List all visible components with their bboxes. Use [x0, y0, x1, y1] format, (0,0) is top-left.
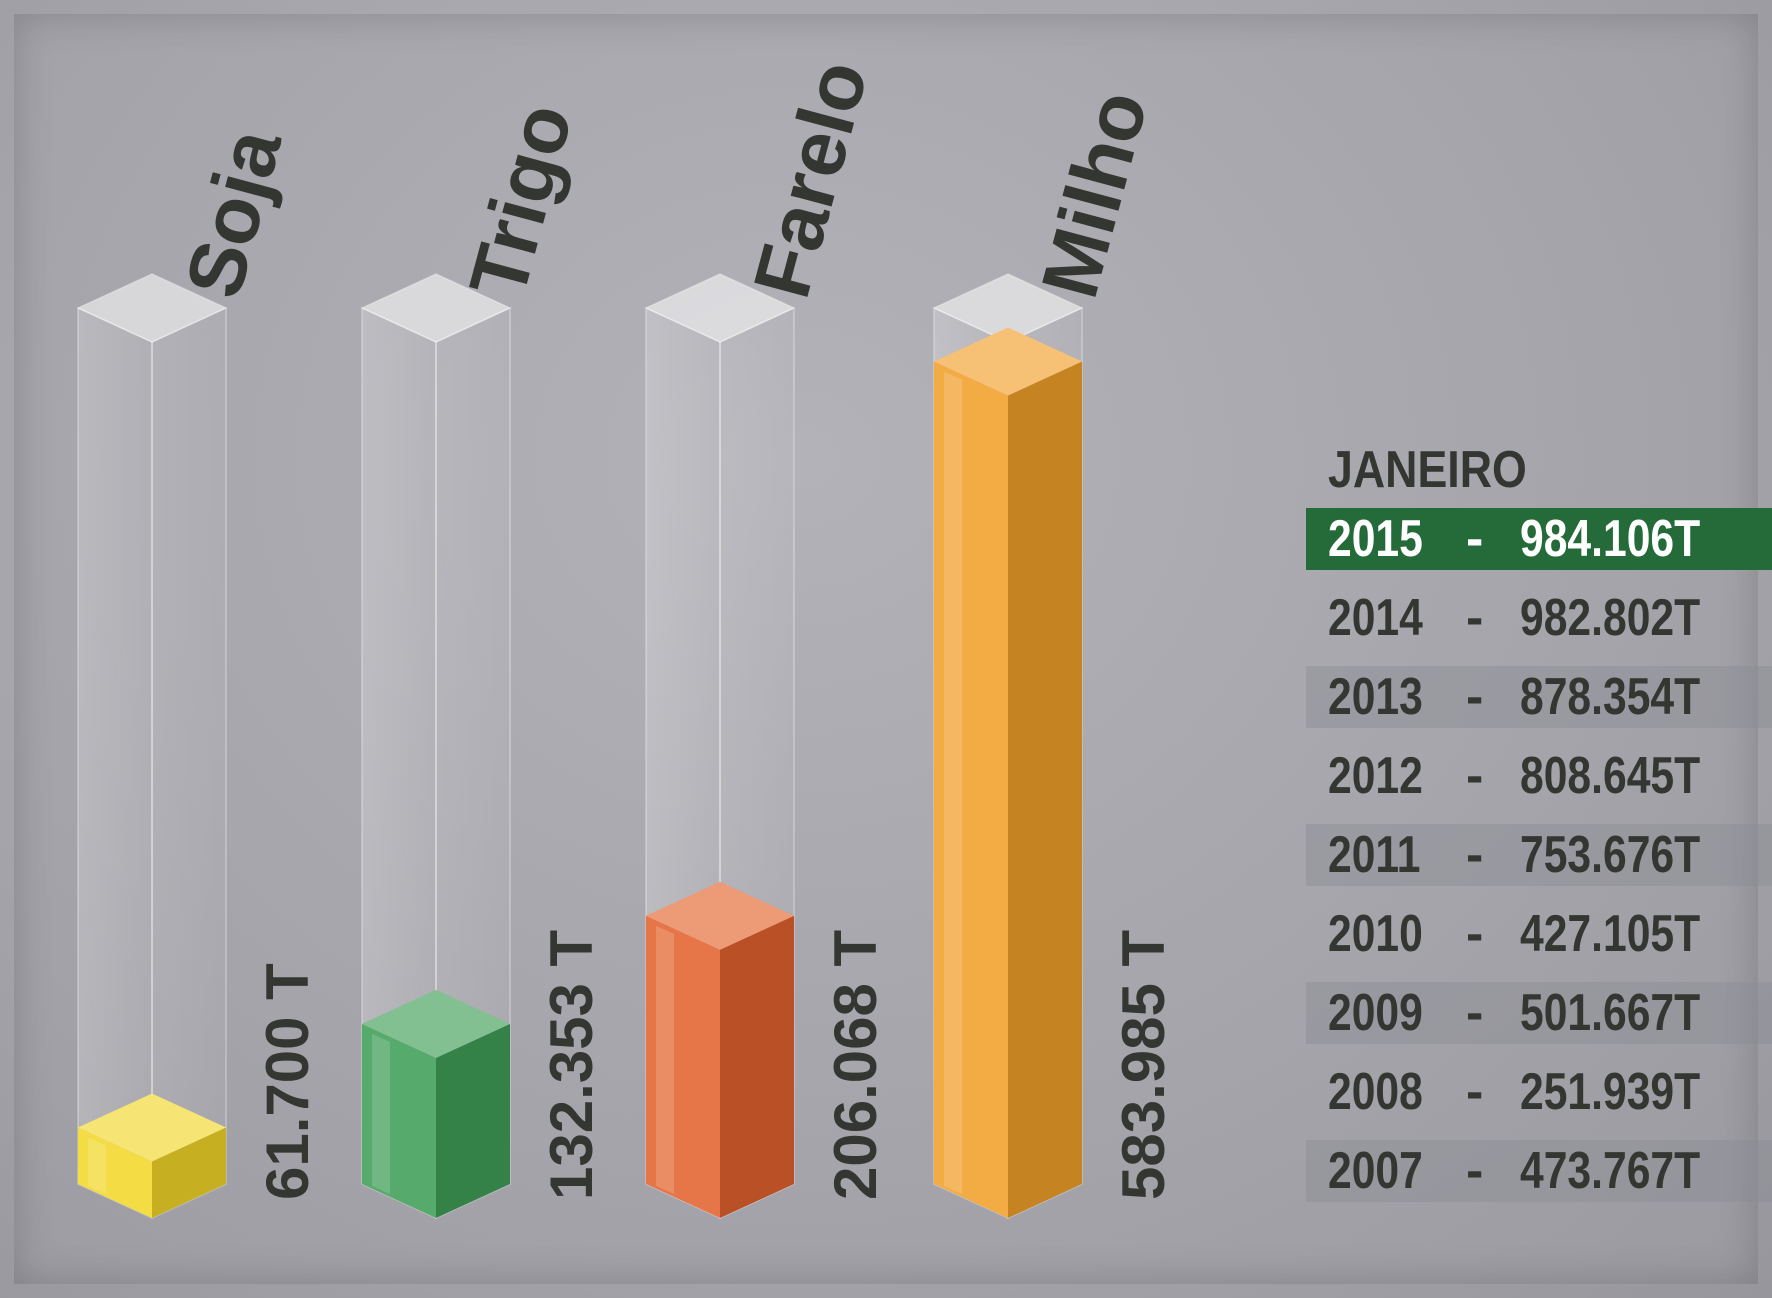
glass-tube	[76, 273, 228, 1220]
table-row: 2015-984.106T	[1306, 508, 1772, 570]
chart-frame	[14, 14, 1758, 1284]
bar-name: Milho	[1024, 82, 1164, 307]
row-year: 2011	[1328, 826, 1421, 884]
bar-soja	[78, 1093, 226, 1218]
row-separator: -	[1466, 747, 1484, 805]
bar-farelo	[646, 881, 794, 1218]
bar-value-label: 583.985 T	[1110, 930, 1177, 1200]
bar-value-label: 206.068 T	[822, 930, 889, 1200]
bar-name: Soja	[168, 120, 298, 307]
row-year: 2009	[1328, 984, 1423, 1042]
row-value: 982.802T	[1520, 589, 1701, 647]
table-row: 2007-473.767T	[1306, 1140, 1772, 1202]
glass-tube	[360, 273, 512, 1220]
bar-value-label: 61.700 T	[254, 963, 321, 1200]
table-row: 2012-808.645T	[1306, 745, 1772, 807]
row-separator: -	[1466, 589, 1484, 647]
bar-name: Trigo	[452, 94, 589, 306]
row-separator: -	[1466, 1142, 1484, 1200]
row-value: 501.667T	[1520, 984, 1701, 1042]
row-year: 2013	[1328, 668, 1423, 726]
table-row: 2011-753.676T	[1306, 824, 1772, 886]
bar-trigo	[362, 989, 510, 1218]
bar-name: Farelo	[736, 51, 884, 306]
row-separator: -	[1466, 905, 1484, 963]
row-year: 2010	[1328, 905, 1423, 963]
row-year: 2007	[1328, 1142, 1423, 1200]
table-row: 2010-427.105T	[1306, 903, 1772, 965]
row-year: 2012	[1328, 747, 1423, 805]
row-year: 2008	[1328, 1063, 1423, 1121]
row-value: 878.354T	[1520, 668, 1701, 726]
bar-milho	[934, 327, 1082, 1219]
table-row: 2008-251.939T	[1306, 1061, 1772, 1123]
row-separator: -	[1466, 510, 1484, 568]
row-separator: -	[1466, 826, 1484, 884]
table-title: JANEIRO	[1328, 441, 1527, 499]
row-value: 427.105T	[1520, 905, 1701, 963]
row-separator: -	[1466, 668, 1484, 726]
row-year: 2014	[1328, 589, 1423, 647]
row-value: 251.939T	[1520, 1063, 1701, 1121]
row-value: 473.767T	[1520, 1142, 1701, 1200]
table-row: 2013-878.354T	[1306, 666, 1772, 728]
bar-value-label: 132.353 T	[538, 930, 605, 1200]
row-value: 808.645T	[1520, 747, 1701, 805]
row-year: 2015	[1328, 510, 1423, 568]
table-row: 2014-982.802T	[1306, 587, 1772, 649]
row-separator: -	[1466, 1063, 1484, 1121]
table-row: 2009-501.667T	[1306, 982, 1772, 1044]
row-value: 984.106T	[1520, 510, 1701, 568]
row-separator: -	[1466, 984, 1484, 1042]
row-value: 753.676T	[1520, 826, 1701, 884]
